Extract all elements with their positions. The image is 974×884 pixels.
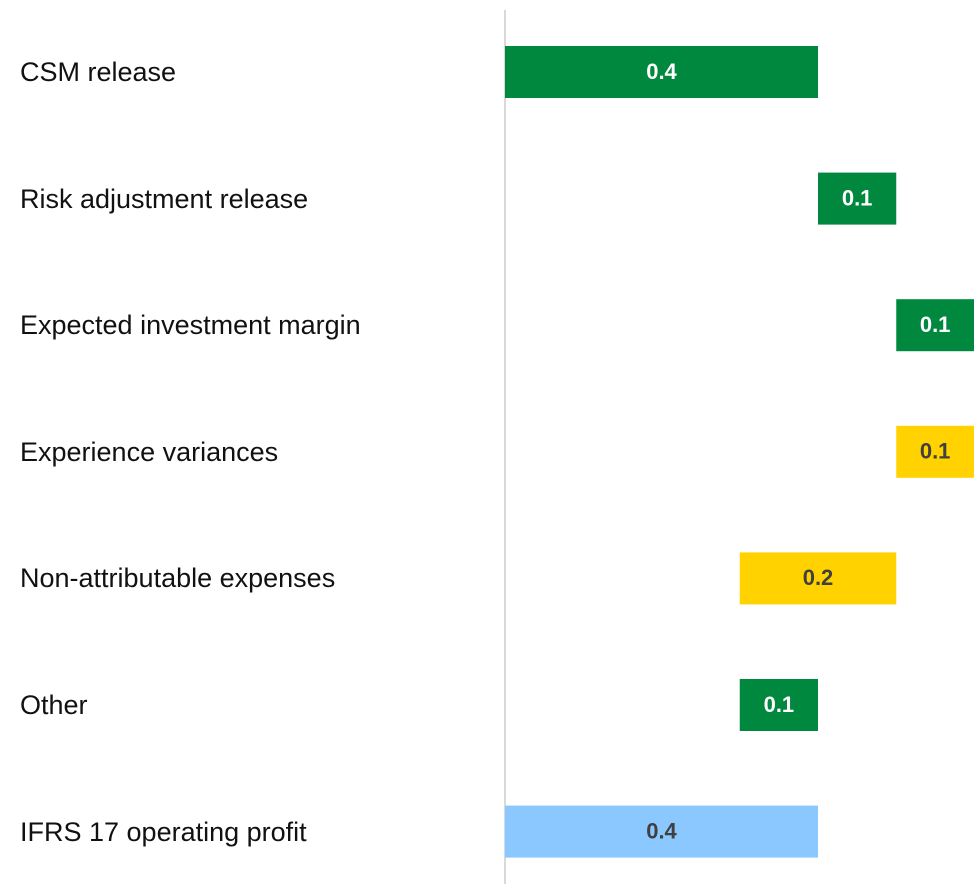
bar [896,299,974,352]
category-label: Expected investment margin [20,310,361,341]
value-label: 0.1 [920,439,951,464]
category-label: Experience variances [20,436,279,467]
bar [739,679,818,731]
bar [505,46,818,98]
category-label: Risk adjustment release [20,183,309,214]
value-label: 0.1 [764,692,795,717]
bar [505,805,818,858]
value-label: 0.2 [803,565,834,590]
value-label: 0.4 [646,59,677,84]
category-label: Other [20,690,88,720]
bar [896,425,974,478]
bar [739,552,897,605]
category-label: CSM release [20,57,177,87]
value-label: 0.1 [842,185,873,210]
category-label: IFRS 17 operating profit [20,816,307,847]
value-label: 0.4 [646,818,677,843]
value-label: 0.1 [920,312,951,337]
category-label: Non-attributable expenses [20,563,336,594]
bar [818,172,897,225]
